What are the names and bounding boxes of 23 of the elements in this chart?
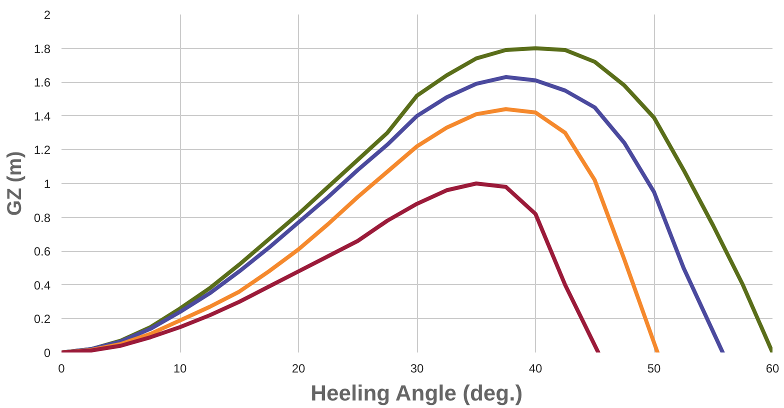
y-tick-label: 1.8: [34, 42, 51, 56]
x-tick-label: 30: [410, 362, 424, 376]
x-tick-label: 40: [528, 362, 542, 376]
y-tick-label: 0.6: [34, 244, 51, 259]
x-axis-title: Heeling Angle (deg.): [310, 380, 523, 406]
y-axis-title: GZ (m): [4, 151, 26, 216]
x-tick-label: 50: [647, 362, 661, 376]
y-tick-label: 1.6: [34, 76, 51, 90]
x-tick-label: 60: [766, 362, 780, 376]
line-series: [62, 182, 600, 352]
y-tick-label: 1.4: [34, 109, 51, 124]
y-tick-label: 0.4: [34, 278, 51, 292]
line-series: [62, 107, 660, 352]
x-tick-label: 20: [292, 362, 306, 376]
y-tick-label: 1: [44, 177, 51, 191]
y-tick-label: 1.2: [34, 143, 51, 158]
y-tick-label: 0.2: [34, 312, 51, 326]
x-tick-label: 10: [173, 362, 187, 376]
y-tick-label: 0: [44, 346, 51, 360]
y-tick-label: 0.8: [34, 210, 51, 225]
x-tick-label: 0: [58, 362, 66, 376]
line-series: [62, 75, 725, 352]
y-tick-label: 2: [44, 8, 51, 22]
